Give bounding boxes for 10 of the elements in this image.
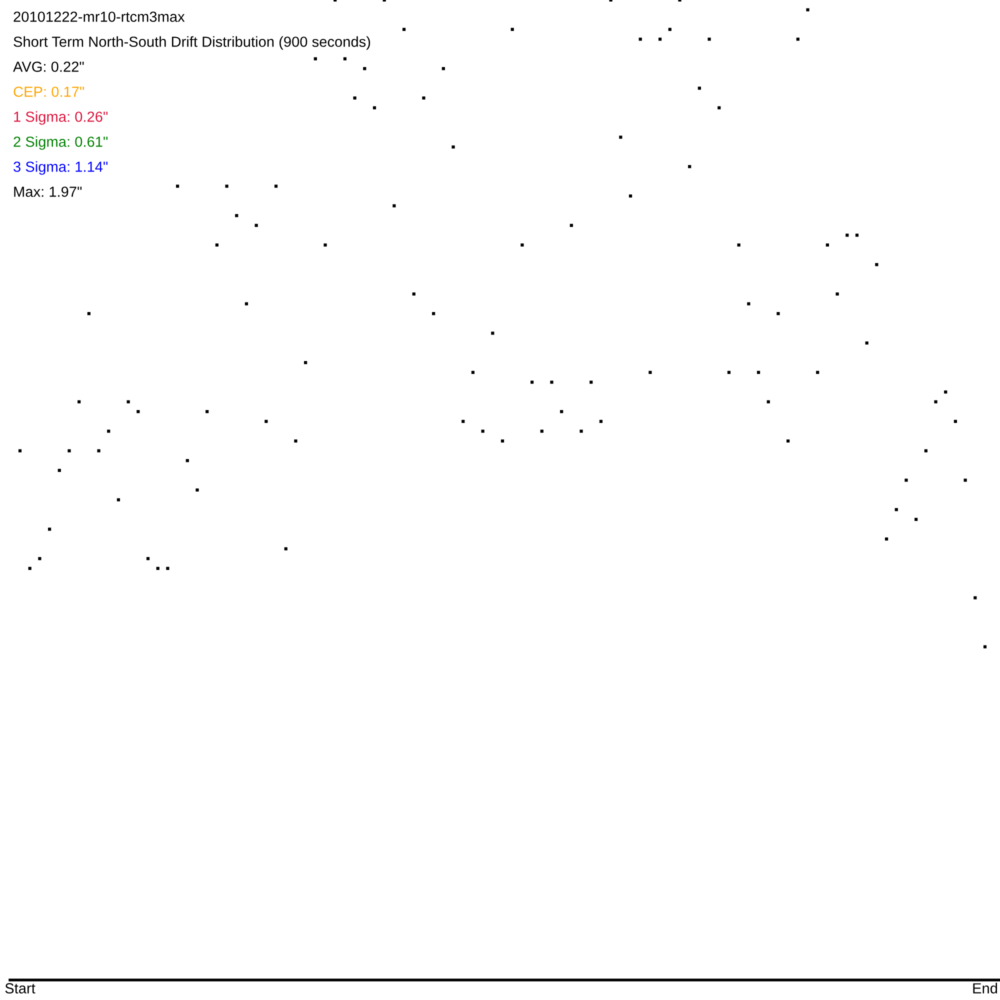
annotation: Max: 1.97" [14, 186, 82, 197]
annotation: 1 Sigma: 0.26" [14, 111, 108, 125]
annotation: 3 Sigma: 1.14" [14, 161, 108, 175]
x-tick-label: Start [5, 983, 36, 994]
text: Short Term North-South Drift Distribution (900 seconds) [14, 36, 370, 50]
text: 20101222-mr10-rtcm3max [14, 12, 185, 22]
annotation: AVG: 0.22" [13, 62, 84, 72]
annotation: CEP: 0.17" [14, 86, 84, 97]
annotation: 2 Sigma: 0.61" [14, 136, 108, 150]
x-tick-label: End [973, 982, 998, 994]
